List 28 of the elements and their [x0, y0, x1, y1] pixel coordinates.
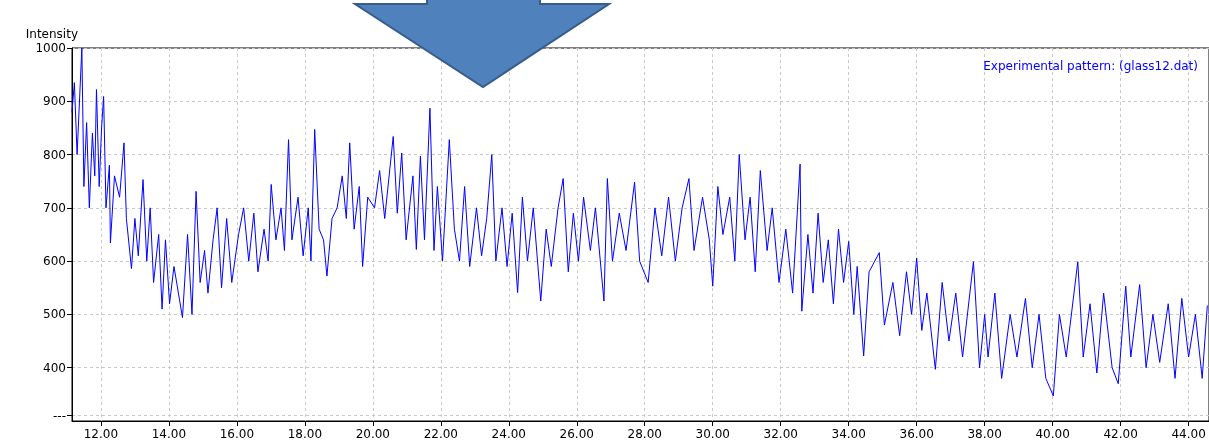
x-tick-label: 12.00 [83, 427, 119, 441]
x-tick-label: 30.00 [695, 427, 730, 441]
x-tick-label: 36.00 [899, 427, 934, 441]
x-tick-label: 24.00 [491, 427, 526, 441]
x-tick-label: 16.00 [219, 427, 255, 441]
x-tick-label: 14.00 [151, 427, 187, 441]
line-series [71, 47, 1208, 397]
x-tick-label: 40.00 [1035, 427, 1070, 441]
y-tick-label: 500 [43, 307, 66, 322]
x-tick-label: 18.00 [287, 427, 323, 441]
y-tick-label: 800 [43, 147, 66, 162]
y-tick-label: --- [53, 408, 66, 423]
y-tick-label: 600 [43, 254, 66, 269]
x-tick-label: 22.00 [423, 427, 458, 441]
x-tick-label: 38.00 [967, 427, 1002, 441]
y-tick-label: 1000 [35, 41, 66, 55]
x-tick-label: 20.00 [355, 427, 390, 441]
y-tick-label: 900 [43, 94, 66, 109]
x-tick-label: 44.00 [1171, 427, 1206, 441]
x-tick-label: 42.00 [1103, 427, 1138, 441]
x-tick-label: 34.00 [831, 427, 866, 441]
x-tick-label: 26.00 [559, 427, 594, 441]
y-tick-label: 400 [43, 360, 66, 375]
y-tick-label: 700 [43, 200, 66, 215]
y-axis-title: Intensity [25, 27, 78, 41]
x-tick-label: 28.00 [627, 427, 662, 441]
x-tick-label: 32.00 [763, 427, 798, 441]
text: Experimental pattern: (glass12.dat) [983, 59, 1198, 73]
